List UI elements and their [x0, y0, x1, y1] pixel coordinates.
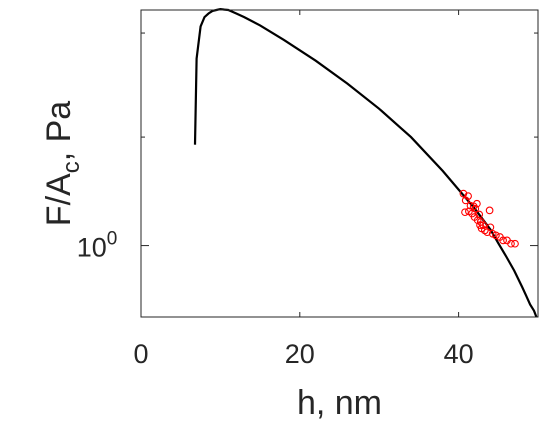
scatter-point — [464, 192, 472, 200]
series-layer — [193, 7, 538, 318]
x-tick-label: 20 — [285, 339, 315, 369]
axes-layer: 0 20 40 100 — [77, 9, 539, 369]
y-axis-label-subscript: c — [58, 161, 85, 173]
scatter-point — [461, 196, 470, 205]
series-line — [193, 7, 538, 318]
plot-area — [141, 10, 538, 317]
y-axis-label: F/Ac, Pa — [40, 101, 85, 226]
scatter-point — [465, 207, 473, 216]
scatter-point — [476, 221, 484, 229]
x-tick-label: 0 — [133, 339, 148, 369]
y-axis-label-main: F/A — [40, 173, 78, 226]
scatter-point — [499, 236, 507, 245]
scatter-point — [492, 231, 500, 240]
y-tick-label: 100 — [77, 229, 118, 263]
axes-box — [140, 9, 539, 318]
scatter-point — [473, 199, 481, 208]
scatter-point — [485, 206, 494, 215]
scatter-point — [471, 204, 480, 213]
x-tick-label: 40 — [444, 339, 474, 369]
scatter-point — [461, 208, 469, 217]
x-axis-label: h, nm — [297, 384, 382, 422]
scatter-point — [486, 223, 495, 232]
scatter-point — [459, 189, 468, 198]
scatter-point — [507, 239, 515, 248]
scatter-point — [480, 226, 489, 235]
scatter-point — [511, 239, 519, 248]
y-axis-label-suffix: , Pa — [40, 101, 78, 162]
scatter-point — [475, 210, 484, 219]
